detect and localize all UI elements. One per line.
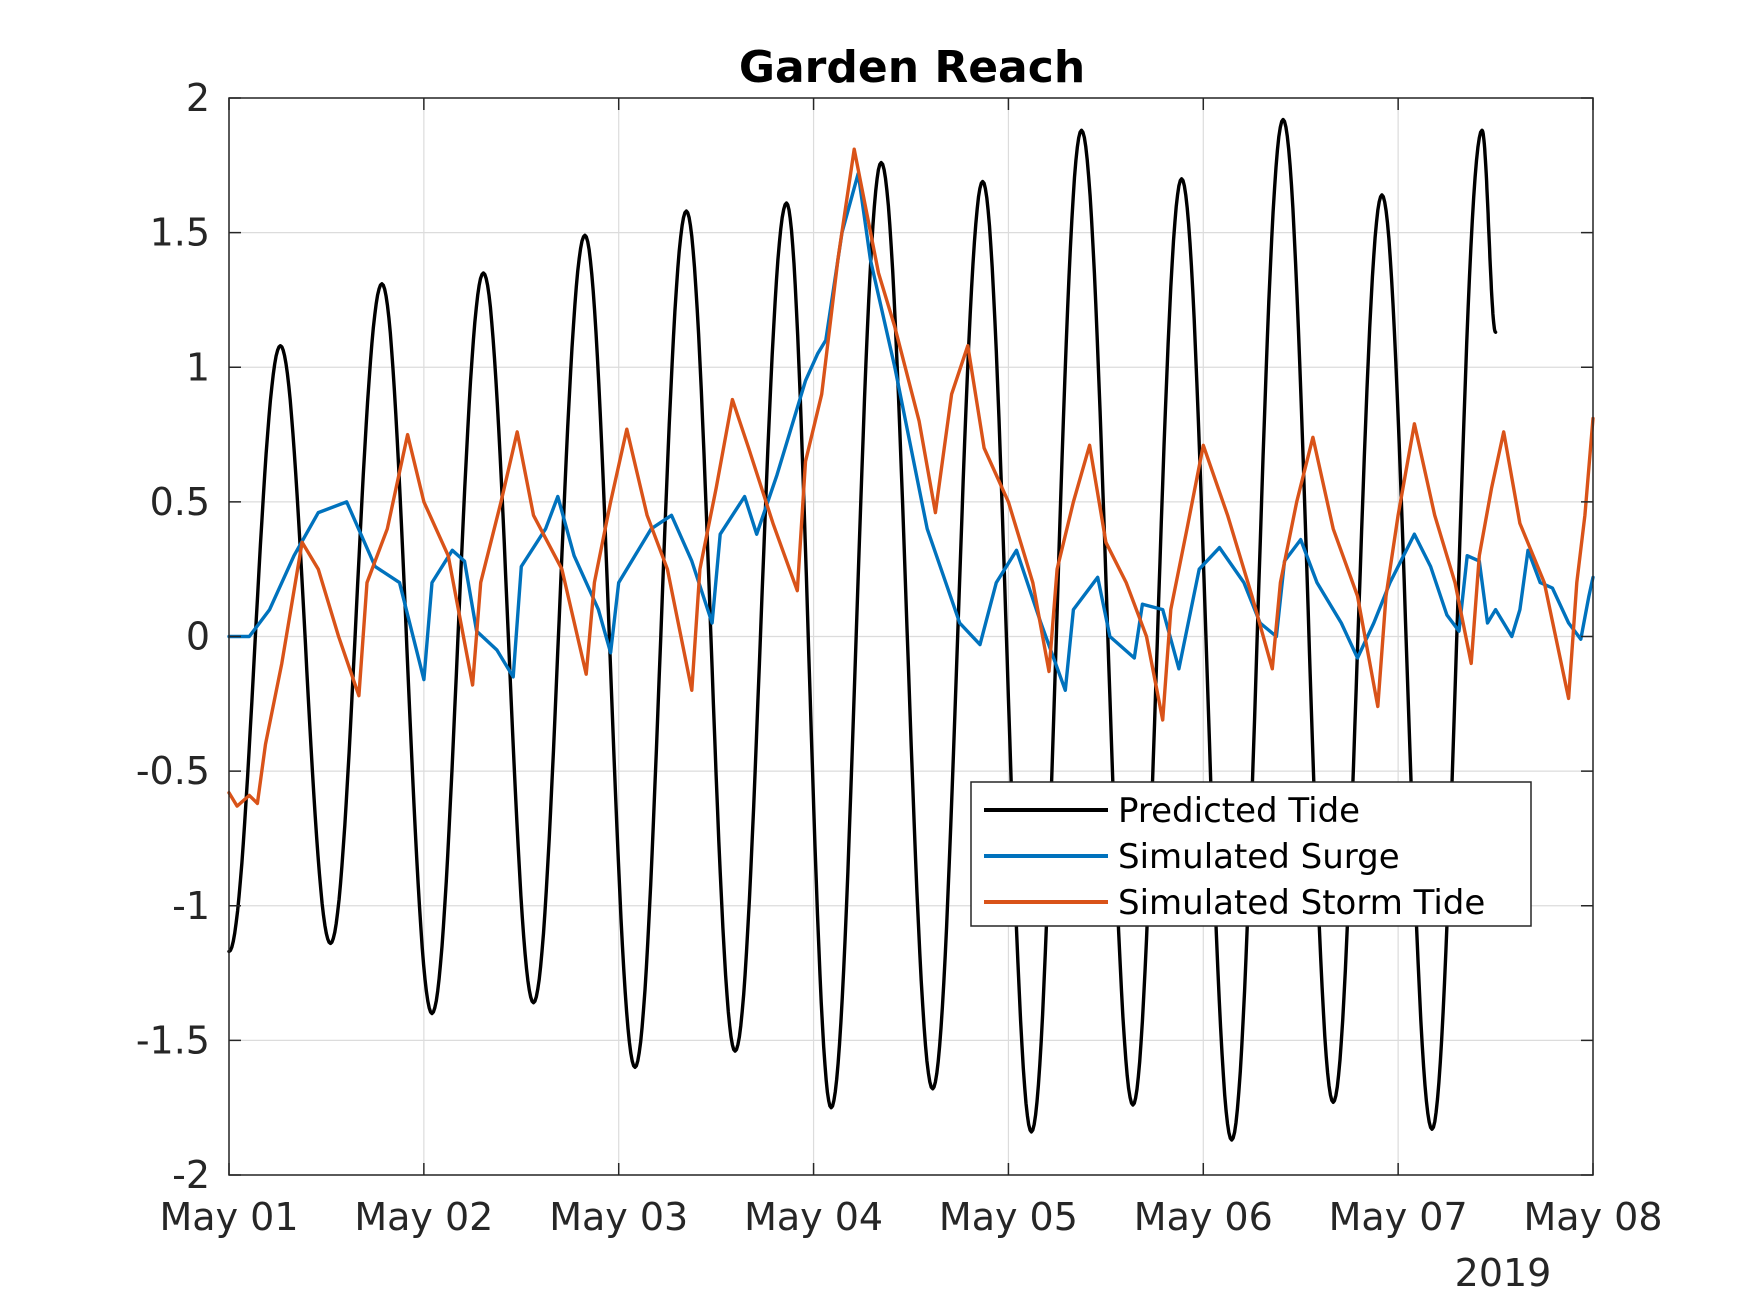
y-tick-label: -1.5 xyxy=(136,1018,210,1062)
legend: Predicted Tide Simulated Surge Simulated S… xyxy=(970,781,1532,927)
x-tick-label: May 03 xyxy=(549,1195,688,1239)
x-axis-year-label: 2019 xyxy=(1455,1251,1552,1295)
x-tick-label: May 06 xyxy=(1134,1195,1273,1239)
x-tick-label: May 08 xyxy=(1524,1195,1663,1239)
x-axis-tick-labels: May 01 May 02 May 03 May 04 May 05 May 06 May … xyxy=(160,1195,1663,1239)
simulated-surge-line xyxy=(227,171,1595,692)
simulated-storm-tide-line xyxy=(227,147,1595,808)
y-tick-label: 2 xyxy=(186,76,210,120)
legend-entry-simulated-storm-tide-label: Simulated Storm Tide xyxy=(1118,883,1485,923)
y-axis-tick-labels: 2 1.5 1 0.5 0 -0.5 -1 -1.5 -2 xyxy=(136,76,210,1197)
x-tick-label: May 01 xyxy=(160,1195,299,1239)
y-tick-label: -0.5 xyxy=(136,749,210,793)
y-tick-label: 1.5 xyxy=(150,211,210,255)
x-tick-label: May 02 xyxy=(354,1195,493,1239)
y-tick-label: -1 xyxy=(172,884,210,928)
y-tick-label: 0 xyxy=(186,615,210,659)
legend-entry-predicted-tide-label: Predicted Tide xyxy=(1118,791,1360,831)
chart-title: Garden Reach xyxy=(739,42,1085,93)
axis-ticks xyxy=(228,97,1594,1176)
legend-entry-simulated-surge-label: Simulated Surge xyxy=(1118,837,1400,877)
y-tick-label: 0.5 xyxy=(150,480,210,524)
y-tick-label: -2 xyxy=(172,1153,210,1197)
x-tick-label: May 04 xyxy=(744,1195,883,1239)
x-tick-label: May 05 xyxy=(939,1195,1078,1239)
x-tick-label: May 07 xyxy=(1329,1195,1468,1239)
y-tick-label: 1 xyxy=(186,345,210,389)
